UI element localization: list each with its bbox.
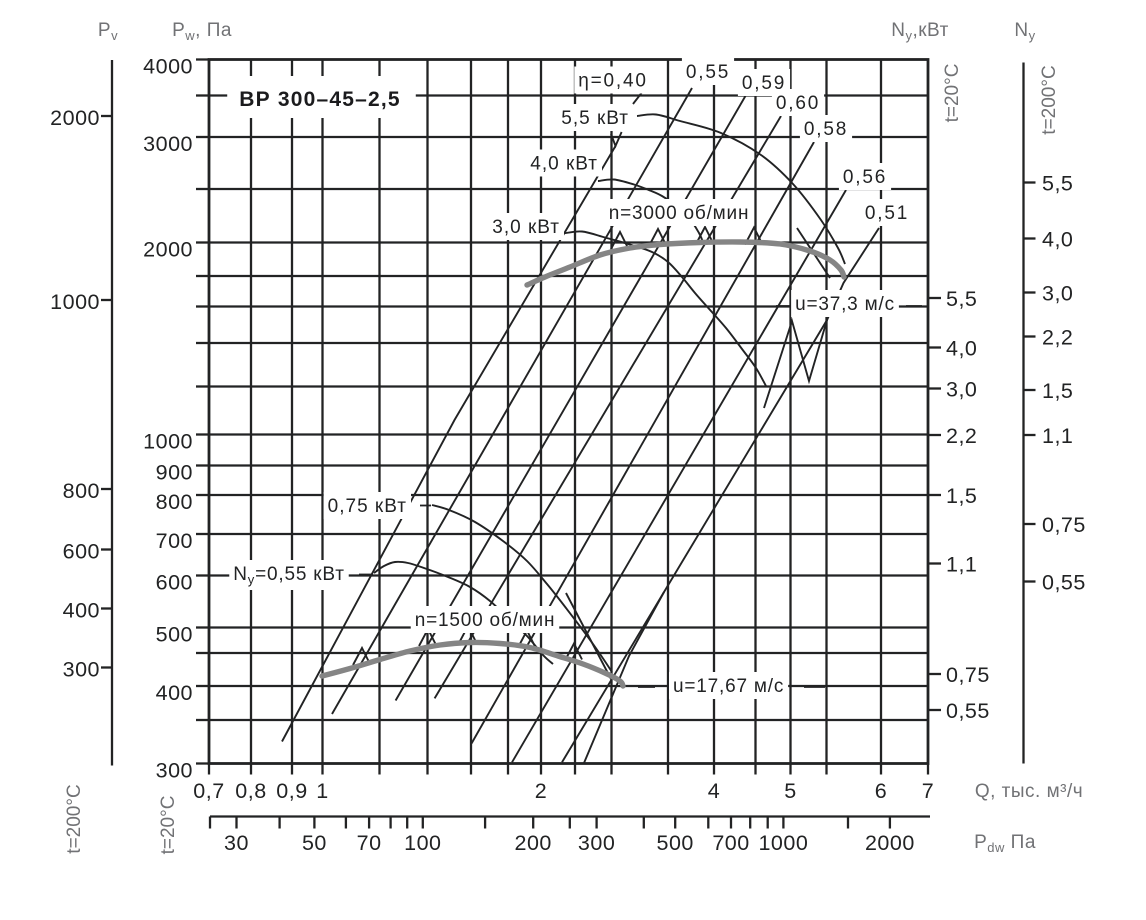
svg-text:0,9: 0,9 bbox=[276, 779, 307, 803]
svg-text:700: 700 bbox=[156, 529, 193, 553]
svg-text:300: 300 bbox=[578, 831, 615, 855]
svg-text:2000: 2000 bbox=[50, 106, 100, 130]
svg-text:5,5 кВт: 5,5 кВт bbox=[561, 108, 629, 129]
svg-text:n=3000 об/мин: n=3000 об/мин bbox=[609, 203, 750, 224]
svg-text:500: 500 bbox=[156, 623, 193, 647]
svg-text:5,5: 5,5 bbox=[1042, 172, 1073, 196]
svg-text:2000: 2000 bbox=[865, 831, 915, 855]
svg-text:700: 700 bbox=[712, 831, 749, 855]
svg-text:50: 50 bbox=[302, 831, 327, 855]
svg-text:500: 500 bbox=[657, 831, 694, 855]
svg-text:t=20°C: t=20°C bbox=[942, 64, 963, 123]
svg-text:0,59: 0,59 bbox=[742, 73, 786, 94]
svg-text:0,51: 0,51 bbox=[865, 203, 909, 224]
svg-text:900: 900 bbox=[156, 461, 193, 485]
svg-text:u=17,67 м/с: u=17,67 м/с bbox=[673, 676, 784, 697]
svg-text:ВР 300–45–2,5: ВР 300–45–2,5 bbox=[239, 88, 401, 111]
svg-text:800: 800 bbox=[63, 479, 100, 503]
svg-text:4000: 4000 bbox=[143, 55, 193, 79]
svg-text:1,5: 1,5 bbox=[946, 484, 977, 508]
svg-text:7: 7 bbox=[922, 779, 934, 803]
svg-text:t=200°C: t=200°C bbox=[1039, 65, 1060, 134]
svg-text:400: 400 bbox=[63, 599, 100, 623]
svg-text:4,0: 4,0 bbox=[1042, 228, 1073, 252]
svg-text:2,2: 2,2 bbox=[946, 424, 977, 448]
svg-text:1000: 1000 bbox=[50, 290, 100, 314]
svg-text:3000: 3000 bbox=[143, 132, 193, 156]
svg-text:u=37,3 м/с: u=37,3 м/с bbox=[795, 294, 895, 315]
svg-text:η=0,40: η=0,40 bbox=[578, 71, 647, 92]
svg-text:6: 6 bbox=[875, 779, 887, 803]
svg-text:1,1: 1,1 bbox=[1042, 424, 1073, 448]
svg-text:2,2: 2,2 bbox=[1042, 326, 1073, 350]
svg-text:n=1500 об/мин: n=1500 об/мин bbox=[415, 610, 556, 631]
svg-text:600: 600 bbox=[156, 571, 193, 595]
svg-text:0,75: 0,75 bbox=[1042, 513, 1086, 537]
svg-text:0,55: 0,55 bbox=[946, 699, 990, 723]
svg-text:t=200°C: t=200°C bbox=[64, 784, 85, 853]
svg-text:1,5: 1,5 bbox=[1042, 379, 1073, 403]
svg-text:1: 1 bbox=[316, 779, 328, 803]
svg-text:Pdw Па: Pdw Па bbox=[974, 832, 1036, 855]
svg-text:70: 70 bbox=[357, 831, 382, 855]
svg-text:600: 600 bbox=[63, 540, 100, 564]
svg-text:Pw, Па: Pw, Па bbox=[172, 20, 232, 43]
svg-text:0,75: 0,75 bbox=[946, 663, 990, 687]
svg-text:200: 200 bbox=[515, 831, 552, 855]
svg-text:t=20°C: t=20°C bbox=[158, 796, 179, 855]
svg-text:3,0 кВт: 3,0 кВт bbox=[492, 217, 560, 238]
svg-text:5: 5 bbox=[784, 779, 796, 803]
svg-text:Q, тыс. м³/ч: Q, тыс. м³/ч bbox=[975, 781, 1083, 802]
svg-text:300: 300 bbox=[156, 759, 193, 783]
svg-text:1,1: 1,1 bbox=[946, 553, 977, 577]
svg-text:30: 30 bbox=[224, 831, 249, 855]
svg-text:0,56: 0,56 bbox=[843, 167, 887, 188]
svg-text:4,0: 4,0 bbox=[946, 337, 977, 361]
svg-text:0,55: 0,55 bbox=[686, 62, 730, 83]
svg-text:1000: 1000 bbox=[143, 430, 193, 454]
svg-text:100: 100 bbox=[404, 831, 441, 855]
svg-text:0,58: 0,58 bbox=[804, 119, 848, 140]
svg-text:0,7: 0,7 bbox=[193, 779, 224, 803]
svg-text:0,75 кВт: 0,75 кВт bbox=[328, 496, 407, 517]
svg-text:400: 400 bbox=[156, 681, 193, 705]
svg-text:Ny=0,55 кВт: Ny=0,55 кВт bbox=[233, 564, 344, 587]
svg-text:4: 4 bbox=[708, 779, 720, 803]
svg-text:1000: 1000 bbox=[758, 831, 808, 855]
svg-text:3,0: 3,0 bbox=[1042, 282, 1073, 306]
svg-text:3,0: 3,0 bbox=[946, 378, 977, 402]
svg-text:5,5: 5,5 bbox=[946, 287, 977, 311]
svg-text:2000: 2000 bbox=[143, 238, 193, 262]
svg-text:300: 300 bbox=[63, 658, 100, 682]
svg-text:0,55: 0,55 bbox=[1042, 571, 1086, 595]
svg-text:0,60: 0,60 bbox=[776, 93, 820, 114]
svg-text:4,0 кВт: 4,0 кВт bbox=[530, 154, 598, 175]
svg-text:0,8: 0,8 bbox=[235, 779, 266, 803]
svg-text:2: 2 bbox=[535, 779, 547, 803]
svg-text:Ny,кВт: Ny,кВт bbox=[891, 20, 949, 43]
svg-text:800: 800 bbox=[156, 490, 193, 514]
